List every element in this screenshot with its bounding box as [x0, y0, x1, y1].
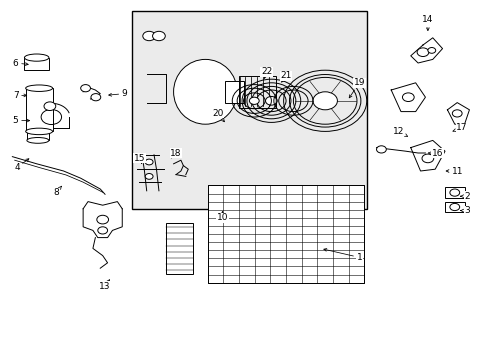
Text: 7: 7: [13, 91, 27, 100]
Circle shape: [312, 92, 337, 110]
Circle shape: [81, 85, 90, 92]
Text: 9: 9: [108, 89, 127, 98]
Circle shape: [421, 154, 433, 163]
Circle shape: [449, 189, 459, 196]
Bar: [444, 187, 464, 198]
Circle shape: [145, 159, 153, 165]
Ellipse shape: [173, 59, 237, 124]
Text: 14: 14: [421, 15, 433, 31]
Text: 2: 2: [460, 192, 469, 201]
Text: 5: 5: [13, 116, 30, 125]
Circle shape: [265, 96, 277, 105]
Text: 1: 1: [323, 248, 362, 262]
Circle shape: [376, 146, 386, 153]
Circle shape: [142, 31, 155, 41]
Bar: [132, 11, 366, 209]
Ellipse shape: [26, 85, 53, 91]
Circle shape: [97, 215, 108, 224]
Circle shape: [427, 48, 435, 53]
Text: 18: 18: [170, 149, 182, 158]
Text: 3: 3: [460, 206, 469, 215]
Text: 17: 17: [452, 123, 467, 132]
Bar: [26, 88, 53, 131]
Text: 20: 20: [211, 109, 224, 122]
Text: 4: 4: [14, 159, 29, 172]
Text: 21: 21: [280, 71, 291, 82]
Bar: [207, 185, 364, 283]
Text: 8: 8: [53, 186, 61, 197]
Circle shape: [449, 203, 459, 211]
Circle shape: [451, 110, 461, 117]
Bar: [27, 131, 49, 140]
Circle shape: [145, 174, 153, 179]
Circle shape: [91, 94, 101, 101]
Bar: [224, 81, 244, 103]
Text: 13: 13: [99, 280, 111, 291]
Ellipse shape: [27, 138, 49, 143]
Circle shape: [98, 227, 107, 234]
Ellipse shape: [26, 128, 53, 135]
Circle shape: [402, 93, 413, 102]
Bar: [238, 76, 275, 108]
Text: 22: 22: [260, 68, 272, 78]
Bar: [24, 58, 49, 70]
Text: 19: 19: [348, 78, 365, 98]
Bar: [444, 202, 464, 212]
Bar: [166, 223, 193, 274]
Ellipse shape: [24, 54, 49, 61]
Text: 10: 10: [216, 211, 228, 222]
Text: 6: 6: [13, 58, 28, 68]
Circle shape: [44, 102, 56, 111]
Circle shape: [152, 31, 165, 41]
Text: 16: 16: [427, 149, 443, 158]
Text: 12: 12: [392, 127, 407, 136]
Text: 15: 15: [133, 154, 145, 163]
Circle shape: [249, 97, 259, 104]
Circle shape: [416, 48, 428, 57]
Text: 11: 11: [445, 166, 462, 175]
